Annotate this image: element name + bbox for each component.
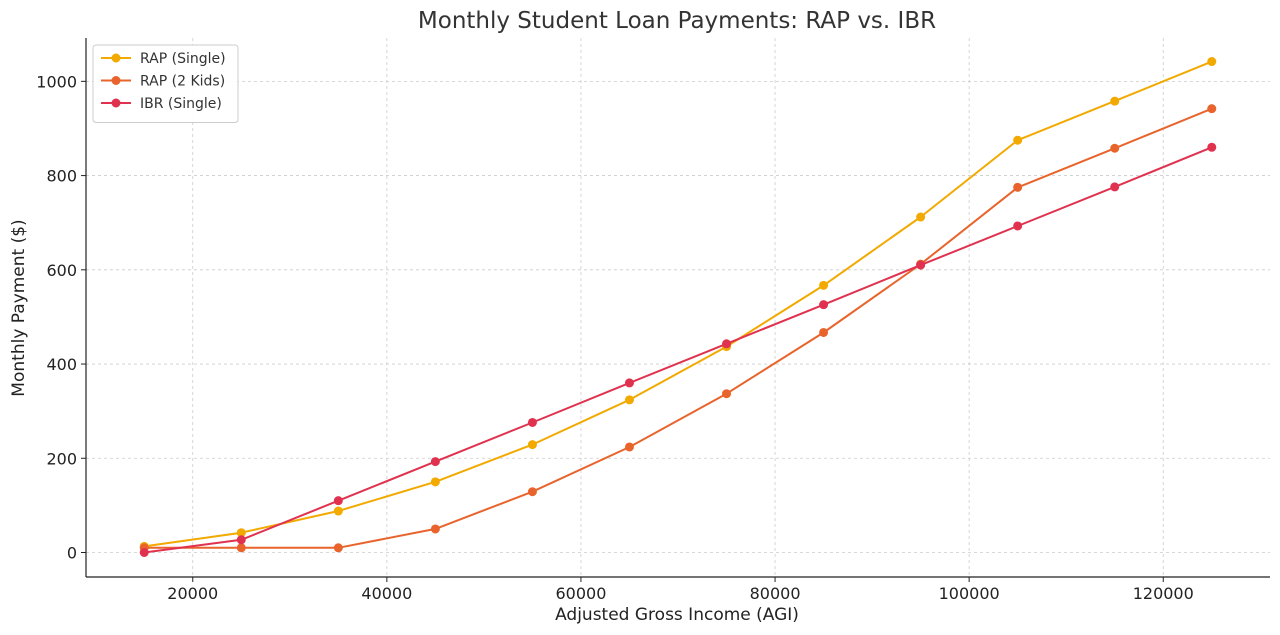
series-3	[139, 142, 1217, 557]
data-point	[236, 528, 246, 538]
data-point	[430, 524, 440, 534]
x-tick-label: 40000	[361, 584, 412, 603]
data-point	[333, 506, 343, 516]
data-point	[1110, 96, 1120, 106]
data-point	[430, 477, 440, 487]
tick-labels: 20000 40000 60000 80000 100000 120000 0 200 400 6…	[36, 72, 1194, 603]
legend-marker	[111, 53, 121, 63]
grid	[86, 38, 1270, 577]
data-point	[722, 389, 732, 399]
y-tick-label: 600	[46, 261, 77, 280]
legend: RAP (Single) RAP (2 Kids) IBR (Single)	[92, 44, 239, 123]
data-point	[1110, 182, 1120, 192]
data-point	[624, 395, 634, 405]
data-point	[236, 543, 246, 553]
y-tick-label: 1000	[36, 72, 77, 91]
data-point	[1207, 104, 1217, 114]
y-axis-title: Monthly Payment ($)	[9, 219, 29, 396]
x-tick-label: 80000	[750, 584, 801, 603]
series-line	[144, 60, 1213, 548]
data-point	[527, 440, 537, 450]
legend-label: RAP (2 Kids)	[140, 74, 225, 90]
series-1	[139, 57, 1217, 551]
axes	[85, 38, 1270, 578]
legend-marker	[111, 76, 121, 85]
legend-entry: RAP (Single)	[101, 51, 226, 67]
data-point	[624, 378, 634, 388]
legend-entry: RAP (2 Kids)	[101, 74, 225, 90]
y-tick-label: 200	[46, 449, 77, 468]
y-tick-label: 800	[46, 167, 77, 186]
y-tick-label: 400	[46, 355, 77, 374]
x-tick-label: 100000	[939, 584, 1000, 603]
chart-title: Monthly Student Loan Payments: RAP vs. I…	[418, 8, 936, 34]
series-lines	[139, 57, 1217, 557]
data-point	[1013, 135, 1023, 145]
x-tick-label: 20000	[167, 584, 218, 603]
data-point	[1207, 142, 1217, 152]
data-point	[333, 543, 343, 553]
data-point	[139, 548, 149, 557]
data-point	[722, 339, 732, 349]
data-point	[819, 327, 829, 337]
data-point	[236, 535, 246, 545]
data-point	[916, 212, 926, 222]
x-tick-label: 120000	[1133, 584, 1194, 603]
data-point	[819, 280, 829, 290]
data-point	[430, 457, 440, 467]
x-axis-title: Adjusted Gross Income (AGI)	[555, 605, 799, 625]
data-point	[1110, 143, 1120, 153]
series-2	[139, 104, 1217, 553]
data-point	[1013, 182, 1023, 192]
data-point	[1013, 221, 1023, 231]
series-line	[144, 107, 1213, 549]
series-line	[144, 146, 1213, 554]
data-point	[819, 300, 829, 310]
y-tick-label: 0	[67, 544, 77, 563]
legend-label: IBR (Single)	[140, 96, 222, 112]
x-tick-label: 60000	[555, 584, 606, 603]
data-point	[527, 417, 537, 427]
data-point	[1207, 57, 1217, 67]
legend-entry: IBR (Single)	[101, 96, 222, 112]
data-point	[916, 260, 926, 270]
data-point	[527, 487, 537, 497]
legend-label: RAP (Single)	[140, 51, 226, 67]
data-point	[624, 442, 634, 452]
data-point	[333, 496, 343, 506]
legend-marker	[111, 98, 121, 108]
